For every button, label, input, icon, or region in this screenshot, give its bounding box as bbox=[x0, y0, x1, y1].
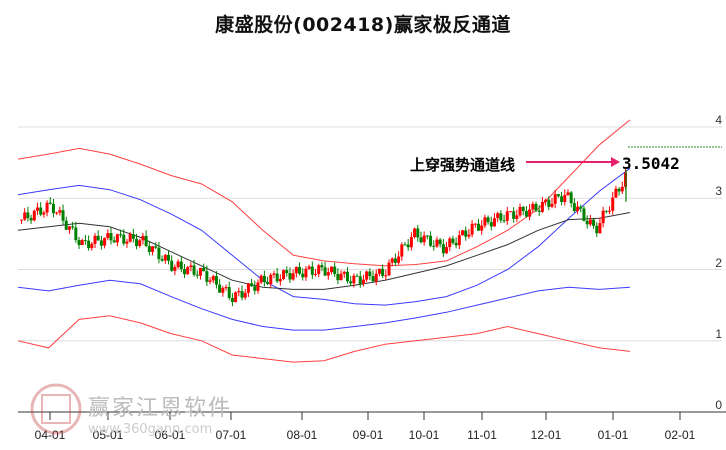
x-tick: 01-01 bbox=[597, 428, 629, 442]
y-tick-2: 2 bbox=[715, 256, 722, 270]
annotation-value: 3.5042 bbox=[622, 154, 680, 173]
watermark-text: 赢家江恩软件 bbox=[88, 396, 233, 421]
x-tick: 05-01 bbox=[92, 428, 124, 442]
x-tick: 02-01 bbox=[664, 428, 696, 442]
watermark-logo-icon bbox=[30, 383, 82, 435]
watermark-url: www.360gann.com bbox=[88, 422, 213, 437]
x-tick: 07-01 bbox=[215, 428, 247, 442]
y-tick-4: 4 bbox=[715, 113, 722, 127]
annotation-label: 上穿强势通道线 bbox=[410, 156, 516, 174]
candlesticks bbox=[20, 167, 627, 307]
x-tick: 09-01 bbox=[352, 428, 384, 442]
x-tick: 08-01 bbox=[286, 428, 318, 442]
channel-bands bbox=[17, 119, 631, 363]
y-tick-1: 1 bbox=[715, 327, 722, 341]
x-tick: 12-01 bbox=[530, 428, 562, 442]
annotation-arrow bbox=[526, 157, 620, 167]
x-tick: 06-01 bbox=[154, 428, 186, 442]
x-axis bbox=[18, 411, 726, 420]
x-tick: 10-01 bbox=[408, 428, 440, 442]
x-tick: 04-01 bbox=[34, 428, 66, 442]
y-tick-0: 0 bbox=[715, 398, 722, 412]
y-tick-3: 3 bbox=[715, 184, 722, 198]
x-tick: 11-01 bbox=[467, 428, 497, 442]
chart-title: 康盛股份(002418)赢家极反通道 bbox=[215, 14, 511, 36]
